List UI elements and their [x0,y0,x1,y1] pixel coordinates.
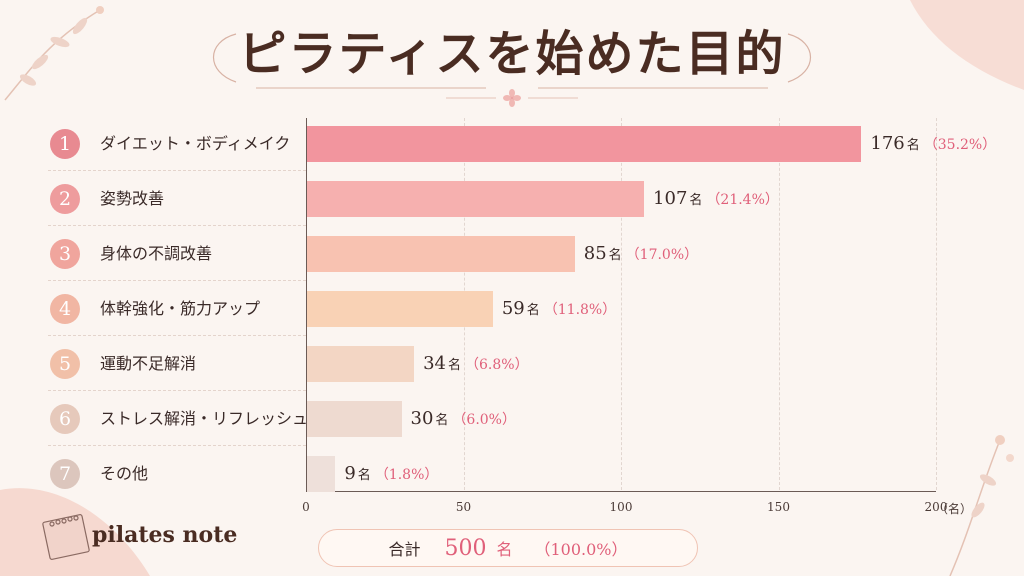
row-separator [48,335,306,336]
data-label: 34 名（6.8%） [423,349,529,379]
data-label: 30 名（6.0%） [411,404,517,434]
category-label: 姿勢改善 [100,189,165,208]
bar [307,126,862,162]
title-ornament [212,33,812,107]
chart-title: ピラティスを始めた目的 [238,26,786,82]
bar [307,346,415,382]
row-separator [48,170,306,171]
data-label-percent: （6.0%） [452,412,516,428]
data-label: 59 名（11.8%） [502,294,616,324]
data-label-value: 30 [410,408,434,429]
x-axis-unit: （名） [936,502,973,516]
data-label-unit: 名 [608,248,622,263]
row-separator [48,390,306,391]
x-axis-line [306,491,936,492]
rank-badge: 4 [50,294,80,324]
bar [307,291,493,327]
rank-badge: 6 [50,404,80,434]
data-label: 107 名（21.4%） [653,184,779,214]
rank-badge: 3 [50,239,80,269]
data-label-percent: （35.2%） [923,137,997,153]
data-label-value: 34 [423,353,446,374]
category-label: 運動不足解消 [100,354,197,373]
row-separator [48,225,306,226]
total-box: 合計 500 名 （100.0%） [318,529,698,567]
gridline [621,118,622,490]
x-tick-label: 200 [924,500,948,514]
data-label-percent: （21.4%） [706,192,779,208]
data-label-percent: （11.8%） [543,302,617,318]
bar [307,181,645,217]
gridline [936,118,937,490]
category-label: ストレス解消・リフレッシュ [100,409,309,428]
category-label: 体幹強化・筋力アップ [100,299,261,318]
row-separator [48,280,306,281]
total-label: 合計 [388,540,421,559]
y-axis-line [306,118,307,492]
rank-badge: 1 [50,129,80,159]
data-label-value: 176 [870,133,905,154]
brand-logo-text: pilates note [92,522,238,548]
notebook-icon [42,514,90,560]
data-label-value: 85 [583,243,607,264]
data-label-unit: 名 [906,138,920,153]
total-value: 500 [444,535,487,561]
x-tick-label: 150 [767,500,790,514]
category-label: その他 [100,464,149,483]
bar [307,236,575,272]
x-tick-label: 0 [302,500,310,514]
x-tick-label: 50 [455,500,472,514]
decorative-flower-top-left [4,6,104,101]
data-label-unit: 名 [689,193,703,208]
rank-badge: 5 [50,349,80,379]
data-label-percent: （17.0%） [625,247,699,263]
rank-badge: 7 [50,459,80,489]
total-percent: （100.0%） [534,540,628,559]
data-label-value: 107 [653,188,688,209]
category-label: 身体の不調改善 [100,244,213,263]
data-label-value: 59 [501,298,525,319]
data-label-percent: （6.8%） [465,357,529,373]
data-label-unit: 名 [357,468,371,483]
decorative-blob-top-right [910,0,1024,90]
bar [307,401,402,437]
rank-badge: 2 [50,184,80,214]
data-label-unit: 名 [435,413,449,428]
data-label: 176 名（35.2%） [870,129,996,159]
data-label-unit: 名 [448,358,462,373]
data-label-percent: （1.8%） [374,467,439,483]
data-label-value: 9 [344,463,356,484]
category-label: ダイエット・ボディメイク [100,134,291,153]
data-label-unit: 名 [526,303,540,318]
data-label: 85 名（17.0%） [584,239,698,269]
x-tick-label: 100 [609,500,633,514]
total-unit: 名 [496,540,513,559]
bar [307,456,336,492]
decorative-flower-bottom-right [949,435,1014,576]
row-separator [48,445,306,446]
gridline [778,118,780,490]
data-label: 9 名（1.8%） [344,459,438,489]
